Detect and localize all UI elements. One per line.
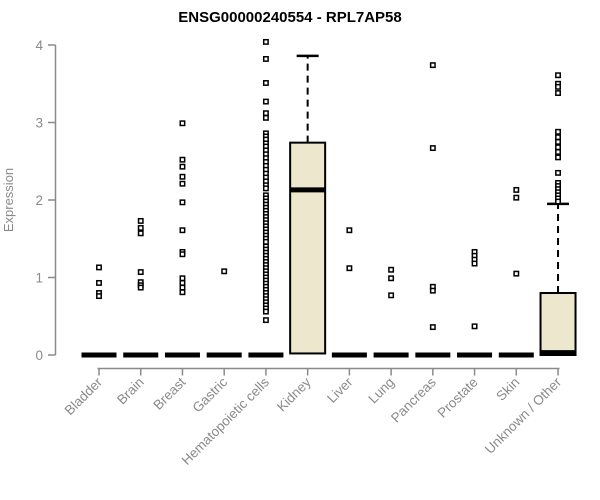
outlier-point xyxy=(555,198,561,205)
x-category-label-bladder: Bladder xyxy=(62,374,106,418)
iqr-box xyxy=(539,292,577,356)
y-tick-label: 1 xyxy=(35,271,43,286)
outlier-point xyxy=(346,265,353,272)
boxplot-gastric xyxy=(206,268,242,358)
outlier-point xyxy=(221,268,228,275)
x-category-label-unknown-other: Unknown / Other xyxy=(482,374,565,457)
outlier-point xyxy=(555,72,561,79)
boxplot-kidney xyxy=(289,54,327,355)
boxplot-skin xyxy=(498,186,534,358)
boxplot-prostate xyxy=(457,248,493,358)
y-tick-label: 2 xyxy=(35,193,43,208)
y-tick-label: 3 xyxy=(35,116,43,131)
outlier-point xyxy=(429,287,436,294)
outlier-point xyxy=(429,324,436,331)
chart-title: ENSG00000240554 - RPL7AP58 xyxy=(178,9,401,26)
outlier-point xyxy=(513,186,520,193)
outlier-point xyxy=(179,156,186,163)
x-category-label-gastric: Gastric xyxy=(189,374,230,415)
outlier-point xyxy=(471,260,478,267)
outlier-point xyxy=(137,230,144,237)
y-axis-label: Expression xyxy=(1,168,16,232)
outlier-point xyxy=(179,227,186,234)
outlier-point xyxy=(262,238,269,245)
outlier-point xyxy=(179,120,186,127)
outlier-point xyxy=(179,284,186,291)
outlier-point xyxy=(429,62,436,69)
boxplot-series xyxy=(81,38,577,358)
outlier-point xyxy=(346,227,353,234)
outlier-point xyxy=(513,270,520,277)
outlier-point xyxy=(179,279,186,286)
outlier-point xyxy=(555,134,561,141)
outlier-point xyxy=(262,185,269,192)
outlier-point xyxy=(262,110,269,117)
outlier-point xyxy=(137,269,144,276)
boxplot-liver xyxy=(331,227,367,358)
outlier-point xyxy=(262,80,269,86)
outlier-point xyxy=(179,173,186,180)
outlier-point xyxy=(179,163,186,170)
outlier-point xyxy=(137,284,144,291)
outlier-point xyxy=(262,308,269,315)
outlier-point xyxy=(179,180,186,187)
outlier-point xyxy=(429,145,436,152)
x-category-label-liver: Liver xyxy=(324,374,356,406)
outlier-point xyxy=(262,98,269,105)
outlier-point xyxy=(555,144,561,151)
outlier-point xyxy=(555,154,561,161)
outlier-point xyxy=(179,289,186,296)
outlier-point xyxy=(262,56,269,62)
x-category-label-breast: Breast xyxy=(150,374,188,412)
outlier-point xyxy=(262,317,269,324)
boxplot-breast xyxy=(164,120,200,358)
outlier-point xyxy=(555,149,561,155)
outlier-point xyxy=(471,323,478,330)
boxplot-pancreas xyxy=(415,62,451,358)
x-category-label-prostate: Prostate xyxy=(435,375,481,421)
x-category-label-kidney: Kidney xyxy=(274,374,314,414)
outlier-point xyxy=(555,128,561,135)
boxplot-lung xyxy=(373,266,409,358)
outlier-point xyxy=(262,38,269,45)
x-category-label-lung: Lung xyxy=(365,375,397,407)
outlier-point xyxy=(513,194,520,201)
outlier-point xyxy=(262,114,269,121)
outlier-point xyxy=(555,83,561,90)
outlier-point xyxy=(137,224,144,231)
outlier-point xyxy=(179,275,186,282)
x-category-label-skin: Skin xyxy=(493,375,522,404)
outlier-point xyxy=(388,275,395,282)
outlier-point xyxy=(179,251,186,258)
outlier-point xyxy=(96,293,102,300)
outlier-point xyxy=(555,90,561,96)
outlier-point xyxy=(555,138,561,145)
outlier-point xyxy=(179,199,186,206)
iqr-box xyxy=(289,141,327,355)
outlier-point xyxy=(388,266,395,273)
x-category-label-brain: Brain xyxy=(114,375,147,408)
outlier-point xyxy=(388,292,395,299)
boxplot-unknown-other xyxy=(539,72,577,356)
outlier-point xyxy=(96,279,102,286)
boxplot-bladder xyxy=(81,264,117,358)
outlier-point xyxy=(96,264,102,271)
y-tick-label: 0 xyxy=(35,348,43,363)
x-category-label-pancreas: Pancreas xyxy=(388,374,439,425)
outlier-point xyxy=(137,217,144,224)
y-tick-label: 4 xyxy=(35,38,43,53)
boxplot-hematopoietic-cells xyxy=(248,38,284,358)
boxplot-brain xyxy=(123,217,159,358)
outlier-point xyxy=(555,169,561,176)
